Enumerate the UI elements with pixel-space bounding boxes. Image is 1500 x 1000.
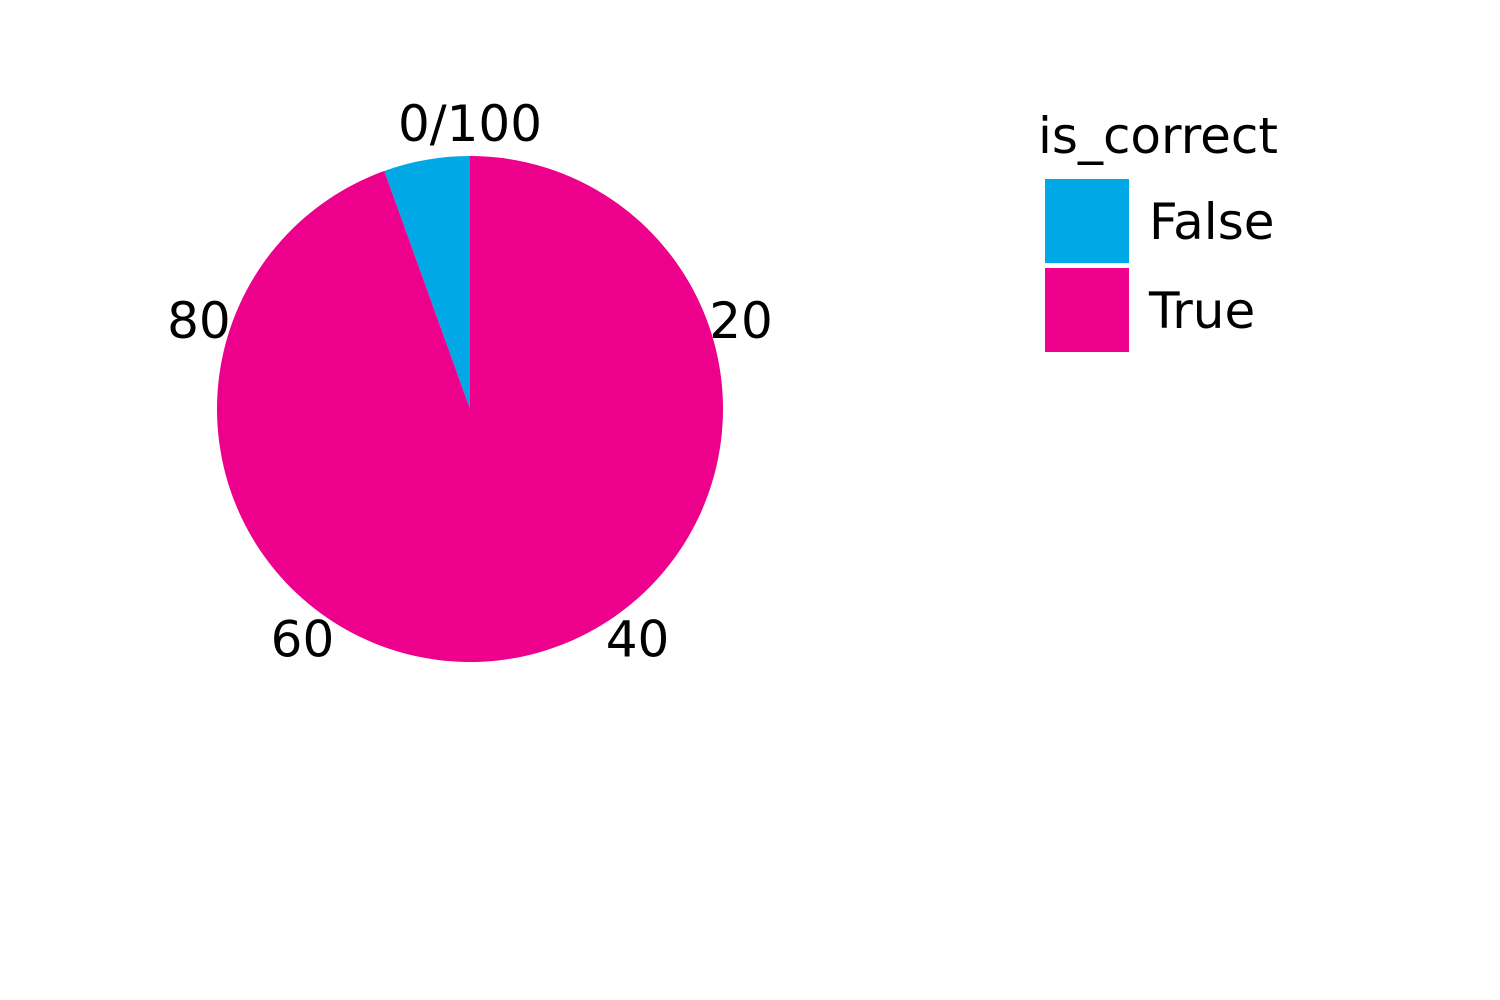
legend-items: False True [1045,179,1275,352]
pie-tick-label: 40 [606,611,670,669]
pie-tick-label: 60 [271,611,335,669]
legend: is_correct False True [1038,107,1278,352]
legend-swatch-false [1045,179,1129,263]
pie-tick-label: 20 [709,292,773,350]
legend-label-true: True [1148,282,1255,340]
pie-tick-label: 0/100 [398,95,542,153]
pie-tick-label: 80 [167,292,231,350]
pie-slice-true [217,156,723,662]
pie-slices [217,156,723,662]
pie-slice-false [384,156,470,409]
legend-swatch-true [1045,268,1129,352]
legend-title: is_correct [1038,107,1278,165]
legend-label-false: False [1149,193,1275,251]
pie-tick-labels: 0/100 20 40 60 80 [167,95,773,669]
